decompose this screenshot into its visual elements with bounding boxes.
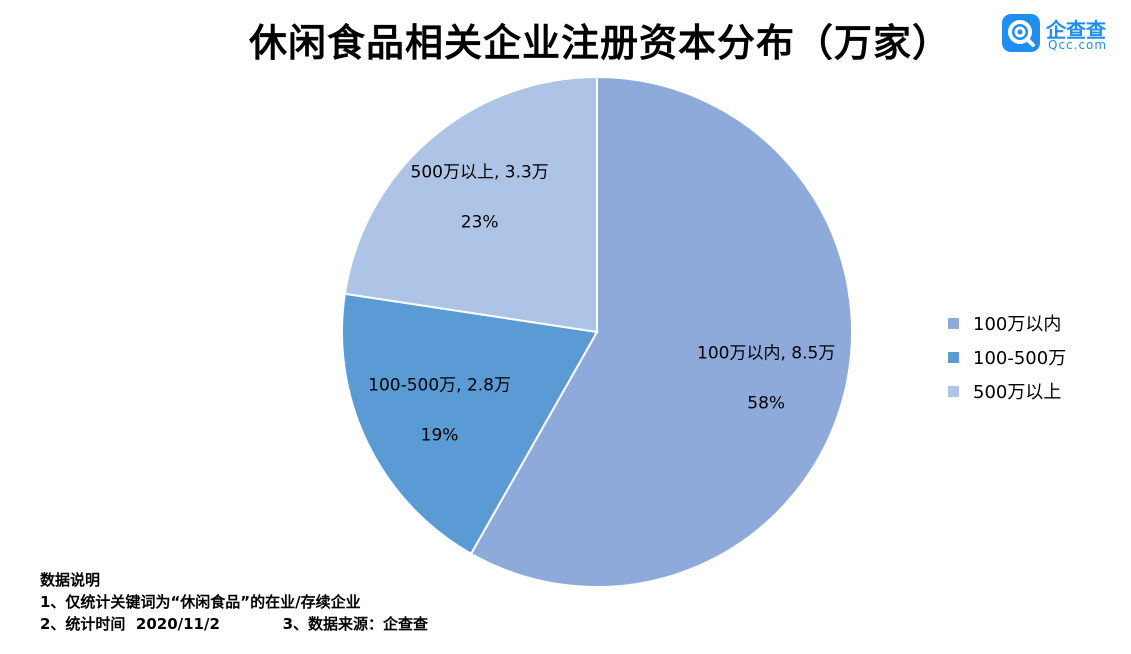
legend-swatch <box>948 385 959 397</box>
logo-url: Qcc.com <box>1048 38 1108 52</box>
qcc-logo: 企查查 Qcc.com <box>1002 14 1120 54</box>
chart-title: 休闲食品相关企业注册资本分布（万家） <box>248 21 951 65</box>
legend-item: 100-500万 <box>948 340 1118 374</box>
slice-label: 100-500万, 2.8万 <box>368 375 511 395</box>
pie-slice <box>343 75 598 334</box>
notes-line-2: 2、统计时间 2020/11/2 3、数据来源：企查查 <box>40 615 429 633</box>
notes-line-1: 1、仅统计关键词为“休闲食品”的在业/存续企业 <box>40 593 361 611</box>
slice-label: 100万以内, 8.5万 <box>697 344 835 364</box>
slice-percent: 19% <box>421 425 459 445</box>
logo-name: 企查查 <box>1046 18 1106 42</box>
qcc-logo-icon <box>1002 14 1040 52</box>
legend-label: 100-500万 <box>973 348 1067 369</box>
legend-swatch <box>948 317 959 329</box>
legend-item: 100万以内 <box>948 306 1118 340</box>
pie-slice <box>469 75 853 588</box>
notes-heading: 数据说明 <box>40 571 101 589</box>
legend-swatch <box>948 351 959 363</box>
chart-legend: 100万以内 100-500万 500万以上 <box>948 306 1118 408</box>
legend-item: 500万以上 <box>948 374 1118 408</box>
slice-percent: 23% <box>461 213 499 233</box>
legend-label: 100万以内 <box>973 314 1062 335</box>
data-notes: 数据说明 1、仅统计关键词为“休闲食品”的在业/存续企业 2、统计时间 2020/1… <box>40 569 428 635</box>
legend-label: 500万以上 <box>973 382 1062 403</box>
pie-slice <box>341 292 599 556</box>
slice-label: 500万以上, 3.3万 <box>411 163 549 183</box>
slice-percent: 58% <box>747 394 785 414</box>
